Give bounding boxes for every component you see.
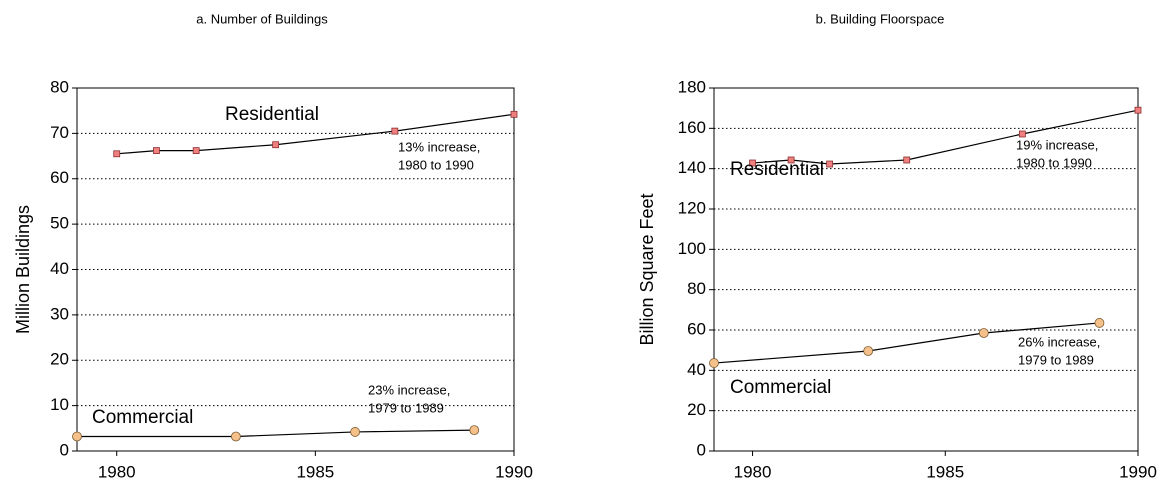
x-tick-label: 1980 <box>734 462 772 481</box>
y-tick-label: 10 <box>50 395 69 414</box>
y-tick-label: 0 <box>697 440 706 459</box>
x-tick-label: 1985 <box>926 462 964 481</box>
plot-frame <box>76 87 515 452</box>
annotation: 26% increase, <box>1018 334 1100 349</box>
y-tick-label: 140 <box>678 158 706 177</box>
marker <box>192 147 200 155</box>
plot-frame <box>713 87 1139 452</box>
marker <box>153 147 160 155</box>
series-label: Commercial <box>730 377 831 398</box>
y-tick-label: 80 <box>50 77 69 96</box>
marker <box>903 156 911 164</box>
y-tick-label: 160 <box>678 118 706 137</box>
y-tick-label: 120 <box>678 198 706 217</box>
marker <box>510 110 518 118</box>
chart-title: a. Number of Buildings <box>196 11 328 26</box>
y-axis-label: Million Buildings <box>13 205 33 334</box>
line <box>752 109 1139 165</box>
y-tick-label: 80 <box>687 279 706 298</box>
line <box>77 429 475 438</box>
y-tick-label: 40 <box>50 259 69 278</box>
marker <box>272 141 280 149</box>
y-tick-label: 40 <box>687 360 706 379</box>
series-label: Residential <box>225 104 319 125</box>
y-tick-label: 0 <box>60 440 69 459</box>
annotation: 1980 to 1990 <box>398 157 474 172</box>
marker <box>1094 318 1105 328</box>
y-tick-label: 60 <box>687 319 706 338</box>
x-tick-label: 1985 <box>296 462 334 481</box>
annotation: 23% increase, <box>368 382 450 397</box>
annotation: 19% increase, <box>1016 137 1098 152</box>
y-tick-label: 30 <box>50 304 69 323</box>
x-tick-label: 1980 <box>98 462 136 481</box>
marker <box>350 427 360 437</box>
x-tick-label: 1990 <box>495 462 533 481</box>
y-axis-label: Billion Square Feet <box>637 193 657 345</box>
line <box>713 322 1100 364</box>
annotation: 1980 to 1990 <box>1016 155 1092 170</box>
line <box>116 113 515 155</box>
marker <box>749 159 756 167</box>
series-label: Commercial <box>92 407 193 428</box>
marker <box>863 346 874 356</box>
series-label: Residential <box>730 159 824 180</box>
annotation: 1979 to 1989 <box>368 400 444 415</box>
marker <box>978 328 989 338</box>
chart-title: b. Building Floorspace <box>816 11 945 26</box>
y-tick-label: 100 <box>678 239 706 258</box>
y-tick-label: 20 <box>50 350 69 369</box>
annotation: 13% increase, <box>398 139 480 154</box>
marker <box>787 156 795 164</box>
marker <box>72 431 82 442</box>
y-tick-label: 180 <box>678 77 706 96</box>
annotation: 1979 to 1989 <box>1018 352 1094 367</box>
marker <box>1018 130 1026 138</box>
y-tick-label: 50 <box>50 214 69 233</box>
marker <box>113 150 121 158</box>
marker <box>391 127 399 135</box>
marker <box>231 431 241 442</box>
x-tick-label: 1990 <box>1119 462 1157 481</box>
y-tick-label: 70 <box>50 123 69 142</box>
marker <box>826 160 834 168</box>
marker <box>1134 106 1142 114</box>
y-tick-label: 20 <box>687 400 706 419</box>
marker <box>709 358 719 368</box>
marker <box>469 425 480 436</box>
y-tick-label: 60 <box>50 168 69 187</box>
